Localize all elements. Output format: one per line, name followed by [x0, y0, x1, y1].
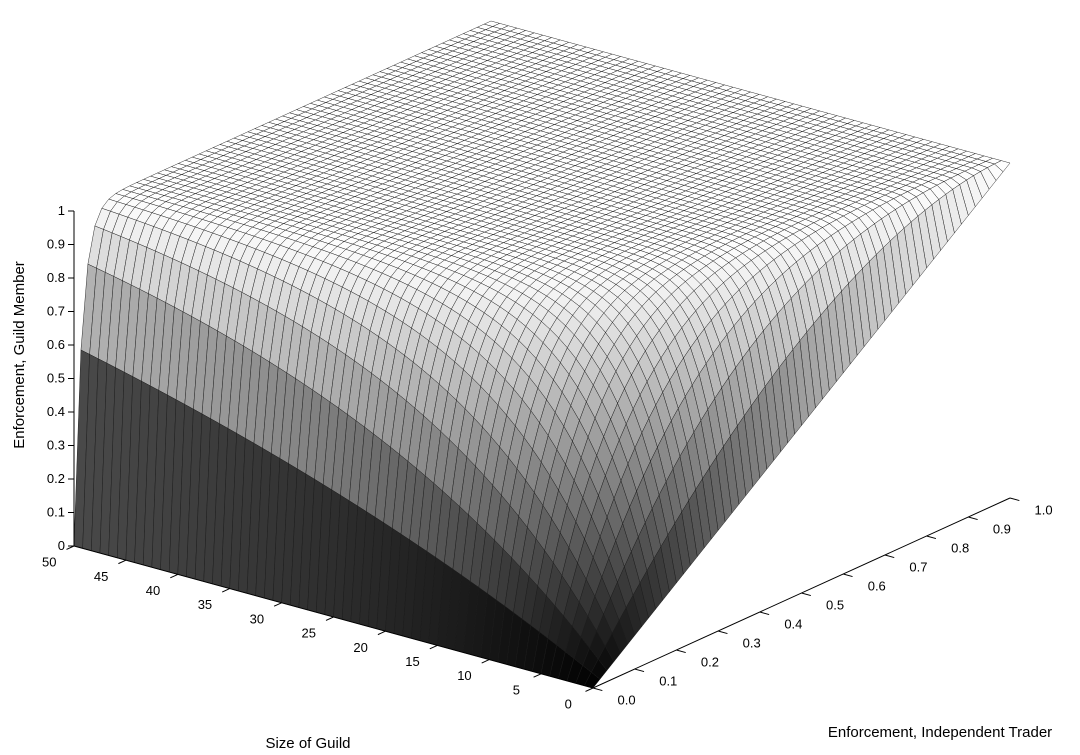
z-tick-label: 0.7 [47, 304, 65, 319]
x-tick-label: 10 [457, 668, 471, 683]
y-tick [884, 554, 895, 559]
x-axis-title: Size of Guild [265, 735, 350, 752]
y-tick [592, 687, 603, 692]
x-tick-label: 15 [405, 654, 419, 669]
z-tick-label: 0.2 [47, 471, 65, 486]
y-tick-label: 1.0 [1035, 502, 1053, 517]
x-tick-label: 50 [42, 555, 56, 570]
x-tick [170, 573, 179, 579]
x-tick [66, 545, 75, 550]
x-tick [481, 659, 490, 664]
x-tick [118, 559, 127, 565]
surface-mesh [73, 20, 1011, 689]
y-tick-label: 0.1 [659, 673, 677, 688]
x-tick-label: 0 [565, 697, 572, 712]
y-tick [634, 668, 645, 673]
x-tick-label: 40 [146, 583, 160, 598]
x-tick-label: 5 [513, 682, 520, 697]
y-tick [968, 516, 978, 521]
z-tick-label: 0.4 [47, 404, 65, 419]
x-tick [377, 630, 386, 636]
y-tick-label: 0.8 [951, 540, 969, 555]
x-tick [273, 602, 282, 607]
z-tick-label: 0 [58, 538, 65, 553]
y-tick-label: 0.0 [618, 692, 636, 707]
y-tick-label: 0.3 [743, 635, 761, 650]
y-axis-title: Enforcement, Independent Trader [828, 724, 1052, 741]
y-tick [926, 535, 937, 540]
x-tick-label: 45 [94, 569, 108, 584]
y-tick-label: 0.9 [993, 521, 1011, 536]
x-tick-label: 20 [353, 640, 367, 655]
z-tick-label: 0.1 [47, 505, 65, 520]
z-tick-label: 1 [58, 203, 65, 218]
y-tick-label: 0.6 [868, 578, 886, 593]
z-tick-label: 0.9 [47, 237, 65, 252]
y-tick-label: 0.2 [701, 654, 719, 669]
x-tick [533, 673, 542, 678]
z-axis-title: Enforcement, Guild Member [11, 261, 28, 449]
x-tick [585, 687, 594, 692]
x-tick-label: 25 [302, 626, 316, 641]
y-tick [676, 649, 686, 654]
z-tick-label: 0.5 [47, 371, 65, 386]
z-tick-label: 0.3 [47, 438, 65, 453]
y-tick [759, 611, 770, 616]
y-tick [843, 573, 853, 578]
x-tick [221, 588, 230, 593]
x-tick [325, 616, 334, 621]
x-tick-label: 35 [198, 597, 212, 612]
y-tick-label: 0.7 [909, 559, 927, 574]
y-tick [801, 592, 811, 597]
x-tick-label: 30 [250, 611, 264, 626]
z-tick-label: 0.6 [47, 337, 65, 352]
y-tick-label: 0.5 [826, 597, 844, 612]
y-tick [1009, 497, 1020, 502]
y-tick-label: 0.4 [784, 616, 802, 631]
x-tick [429, 644, 438, 650]
y-tick [717, 630, 728, 635]
z-tick-label: 0.8 [47, 270, 65, 285]
